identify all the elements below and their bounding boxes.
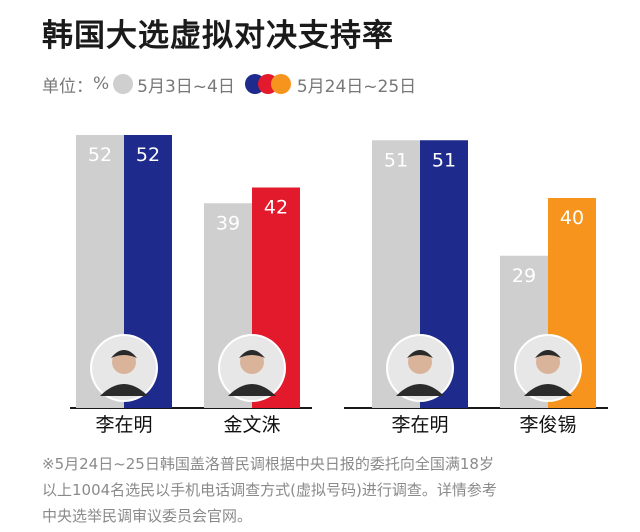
candidate-name: 李在明: [95, 414, 152, 436]
data-label-new: 42: [264, 197, 288, 219]
avatar-face: [408, 350, 432, 374]
avatar-hair: [111, 350, 137, 358]
legend: 单位： % 5月3日~4日 5月24日~25日: [42, 70, 426, 98]
avatar-hair: [407, 350, 433, 358]
legend-unit: %: [93, 74, 110, 94]
avatar-suit: [228, 384, 276, 396]
data-label-old: 51: [384, 149, 408, 171]
legend-unit-label: 单位：: [42, 76, 93, 97]
chart-plot: 52 52 李在明 39 42 金文洙 51 51 李在明 29 40 李俊锡: [70, 135, 608, 436]
legend-new-label: 5月24日~25日: [296, 76, 417, 97]
candidate-name: 金文洙: [223, 414, 280, 436]
avatar-hair: [239, 350, 265, 358]
footnote-line-2: 以上1004名选民以手机电话调查方式(虚拟号码)进行调查。详情参考: [42, 481, 497, 499]
data-label-old: 29: [512, 265, 536, 287]
avatar-suit: [524, 384, 572, 396]
avatar-face: [112, 350, 136, 374]
legend-swatch-orange: [270, 74, 291, 94]
footnote-line-3: 中央选举民调审议委员会官网。: [42, 507, 253, 525]
legend-old-swatch: [113, 74, 134, 94]
avatar-suit: [100, 384, 148, 396]
avatar-face: [536, 350, 560, 374]
candidate-name: 李俊锡: [519, 414, 576, 436]
data-label-new: 52: [136, 144, 160, 166]
legend-old-label: 5月3日~4日: [137, 76, 235, 97]
avatar-face: [240, 350, 264, 374]
data-label-new: 51: [432, 149, 456, 171]
chart-title: 韩国大选虚拟对决支持率: [42, 18, 394, 54]
data-label-old: 52: [88, 144, 112, 166]
candidate-name: 李在明: [391, 414, 448, 436]
data-label-old: 39: [216, 212, 240, 234]
footnote: ※5月24日~25日韩国盖洛普民调根据中央日报的委托向全国满18岁 以上1004…: [42, 451, 612, 529]
avatar-hair: [535, 350, 561, 358]
data-label-new: 40: [560, 207, 584, 229]
footnote-line-1: ※5月24日~25日韩国盖洛普民调根据中央日报的委托向全国满18岁: [42, 455, 494, 473]
legend-new-swatches: [244, 74, 291, 94]
avatar-suit: [396, 384, 444, 396]
